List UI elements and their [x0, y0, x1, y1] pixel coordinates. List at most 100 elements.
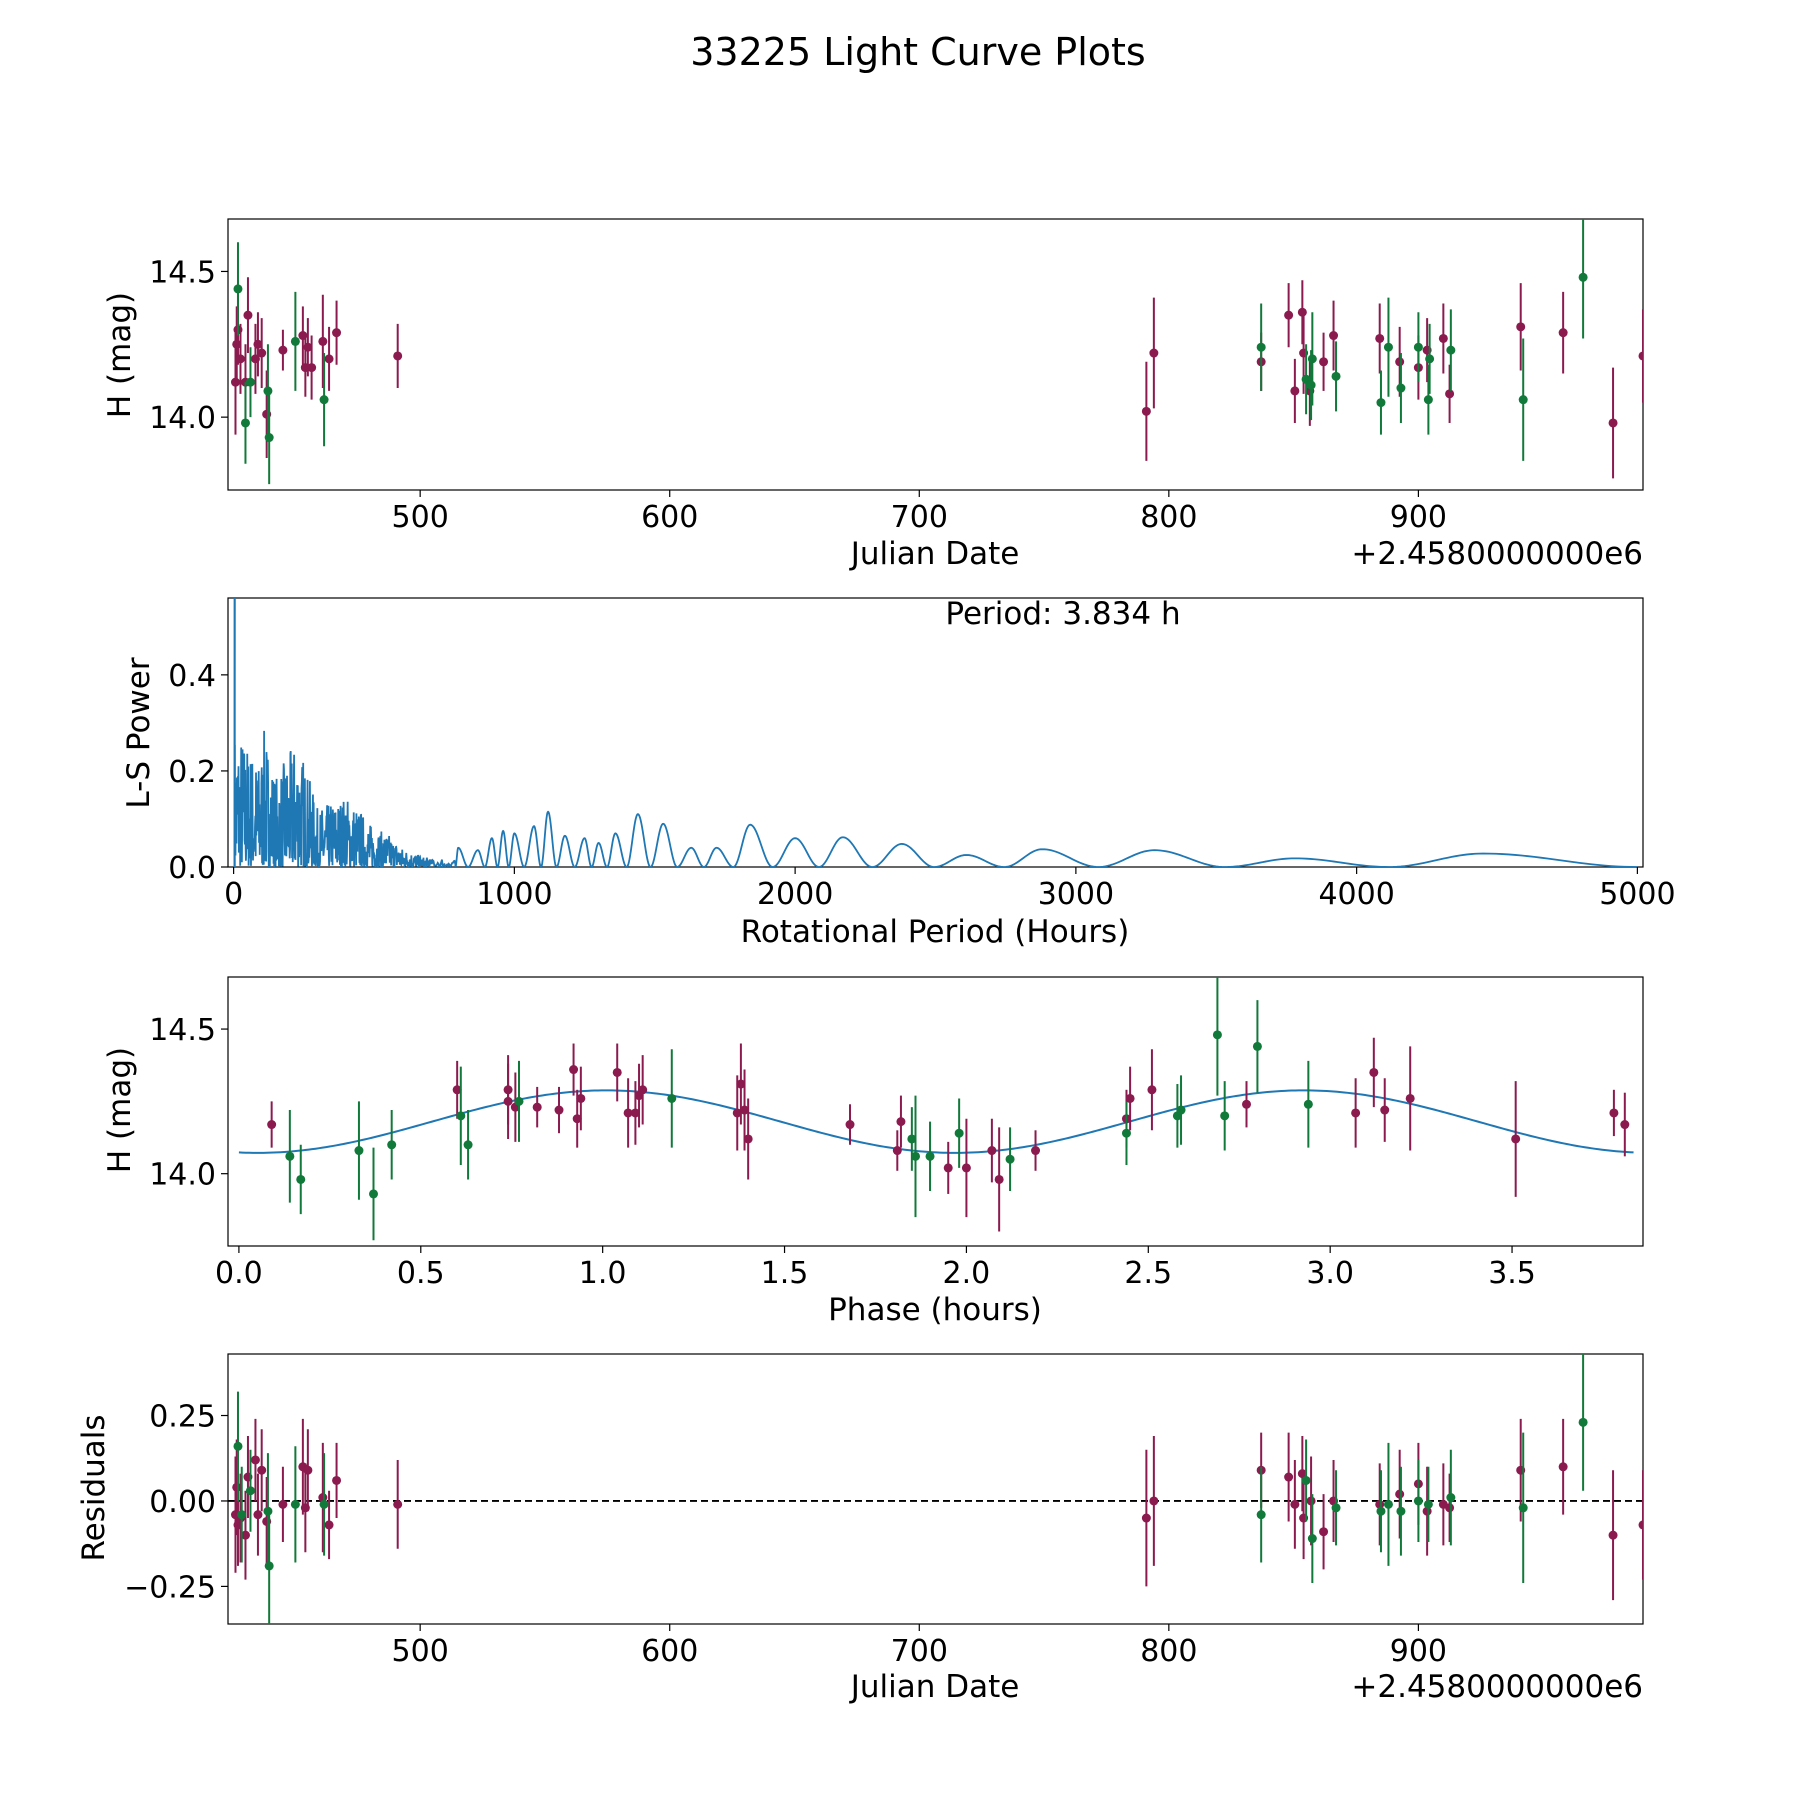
lightcurve-point-green — [1306, 380, 1316, 390]
phased-point-maroon — [892, 1146, 902, 1156]
lightcurve-xtick-label: 900 — [1390, 500, 1447, 535]
lightcurve-point-maroon — [324, 354, 334, 364]
phased-point-green — [1220, 1111, 1230, 1121]
phased-point-maroon — [638, 1085, 648, 1095]
lightcurve-point-green — [233, 284, 243, 294]
periodogram-ytick-label: 0.2 — [168, 755, 216, 790]
period-annotation: Period: 3.834 h — [945, 596, 1180, 632]
phased-panel: Phase (hours) H (mag) 0.0 0.5 1.0 1.5 2.0 2.5… — [102, 976, 1644, 1328]
residuals-xtick-label: 500 — [392, 1634, 449, 1669]
phased-point-maroon — [503, 1085, 513, 1095]
residuals-point-green — [1301, 1475, 1311, 1485]
residuals-point-green — [1518, 1503, 1528, 1513]
lightcurve-point-maroon — [1284, 310, 1294, 320]
phased-point-maroon — [743, 1134, 753, 1144]
lightcurve-point-maroon — [253, 339, 263, 349]
residuals-point-maroon — [1290, 1499, 1300, 1509]
residuals-point-green — [319, 1499, 329, 1509]
phased-point-green — [354, 1146, 364, 1156]
residuals-x-offset: +2.4580000000e6 — [1351, 1669, 1643, 1705]
periodogram-ytick-label: 0.4 — [168, 659, 216, 694]
residuals-point-green — [1413, 1496, 1423, 1506]
lightcurve-point-maroon — [1608, 418, 1618, 428]
lightcurve-point-green — [1256, 342, 1266, 352]
periodogram-ytick-label: 0.0 — [168, 851, 216, 886]
phased-point-green — [463, 1140, 473, 1150]
phased-point-maroon — [1369, 1067, 1379, 1077]
phased-xtick-label: 2.0 — [943, 1256, 991, 1291]
figure-title: 33225 Light Curve Plots — [690, 30, 1145, 74]
lightcurve-points — [230, 219, 1643, 485]
lightcurve-point-green — [1518, 395, 1528, 405]
lightcurve-point-maroon — [1297, 307, 1307, 317]
phased-xtick-label: 3.5 — [1488, 1256, 1536, 1291]
lightcurve-point-maroon — [232, 339, 242, 349]
phased-point-maroon — [736, 1079, 746, 1089]
phased-point-maroon — [987, 1146, 997, 1156]
residuals-point-maroon — [1141, 1513, 1151, 1523]
lightcurve-point-maroon — [243, 310, 253, 320]
residuals-point-green — [233, 1441, 243, 1451]
periodogram-panel: Rotational Period (Hours) L-S Power Peri… — [121, 596, 1676, 950]
phased-point-maroon — [612, 1067, 622, 1077]
residuals-point-maroon — [253, 1510, 263, 1520]
lightcurve-ylabel: H (mag) — [102, 292, 138, 418]
phased-xtick-label: 2.5 — [1124, 1256, 1172, 1291]
residuals-point-maroon — [393, 1499, 403, 1509]
lightcurve-xtick-label: 800 — [1140, 500, 1197, 535]
lightcurve-point-green — [1578, 272, 1588, 282]
phased-point-green — [1005, 1154, 1015, 1164]
lightcurve-xlabel: Julian Date — [849, 536, 1020, 572]
residuals-point-maroon — [1306, 1496, 1316, 1506]
lightcurve-point-maroon — [1329, 331, 1339, 341]
residuals-point-green — [1423, 1499, 1433, 1509]
residuals-point-maroon — [1375, 1499, 1385, 1509]
residuals-point-maroon — [1445, 1503, 1455, 1513]
lightcurve-point-maroon — [1290, 386, 1300, 396]
residuals-point-maroon — [303, 1465, 313, 1475]
residuals-point-green — [264, 1561, 274, 1571]
residuals-point-green — [1331, 1503, 1341, 1513]
phased-point-green — [369, 1189, 379, 1199]
lightcurve-point-maroon — [1395, 357, 1405, 367]
lightcurve-point-maroon — [278, 345, 288, 355]
phased-ytick-label: 14.0 — [149, 1158, 216, 1193]
phased-point-green — [296, 1174, 306, 1184]
phased-frame — [227, 976, 1644, 1247]
lightcurve-point-maroon — [307, 363, 317, 373]
phased-xtick-label: 1.0 — [579, 1256, 627, 1291]
residuals-point-maroon — [257, 1465, 267, 1475]
phased-xlabel: Phase (hours) — [828, 1292, 1042, 1328]
phased-point-maroon — [1405, 1093, 1415, 1103]
phased-xtick-label: 0.5 — [397, 1256, 445, 1291]
phased-xtick-label: 0.0 — [215, 1256, 263, 1291]
phased-point-green — [954, 1128, 964, 1138]
residuals-point-maroon — [250, 1455, 260, 1465]
lightcurve-point-green — [1331, 371, 1341, 381]
lightcurve-point-maroon — [1516, 322, 1526, 332]
lightcurve-x-offset: +2.4580000000e6 — [1351, 536, 1643, 572]
lightcurve-point-maroon — [1319, 357, 1329, 367]
phased-xtick-label: 1.5 — [761, 1256, 809, 1291]
phased-point-maroon — [623, 1108, 633, 1118]
lightcurve-point-maroon — [1375, 333, 1385, 343]
phased-point-maroon — [896, 1117, 906, 1127]
residuals-points — [230, 1354, 1643, 1624]
residuals-point-maroon — [1395, 1489, 1405, 1499]
periodogram-xtick-label: 1000 — [476, 877, 552, 912]
phased-point-maroon — [1351, 1108, 1361, 1118]
residuals-ytick-label: 0.25 — [149, 1400, 216, 1435]
lightcurve-point-green — [1383, 342, 1393, 352]
phased-point-maroon — [961, 1163, 971, 1173]
phased-point-maroon — [943, 1163, 953, 1173]
residuals-point-green — [1383, 1499, 1393, 1509]
lightcurve-point-green — [290, 336, 300, 346]
residuals-point-maroon — [1558, 1462, 1568, 1472]
phased-point-green — [1121, 1128, 1131, 1138]
lightcurve-point-green — [1446, 345, 1456, 355]
residuals-point-maroon — [1284, 1472, 1294, 1482]
lightcurve-point-green — [1425, 354, 1435, 364]
phased-point-maroon — [267, 1120, 277, 1130]
lightcurve-point-green — [264, 433, 274, 443]
phased-point-green — [910, 1151, 920, 1161]
